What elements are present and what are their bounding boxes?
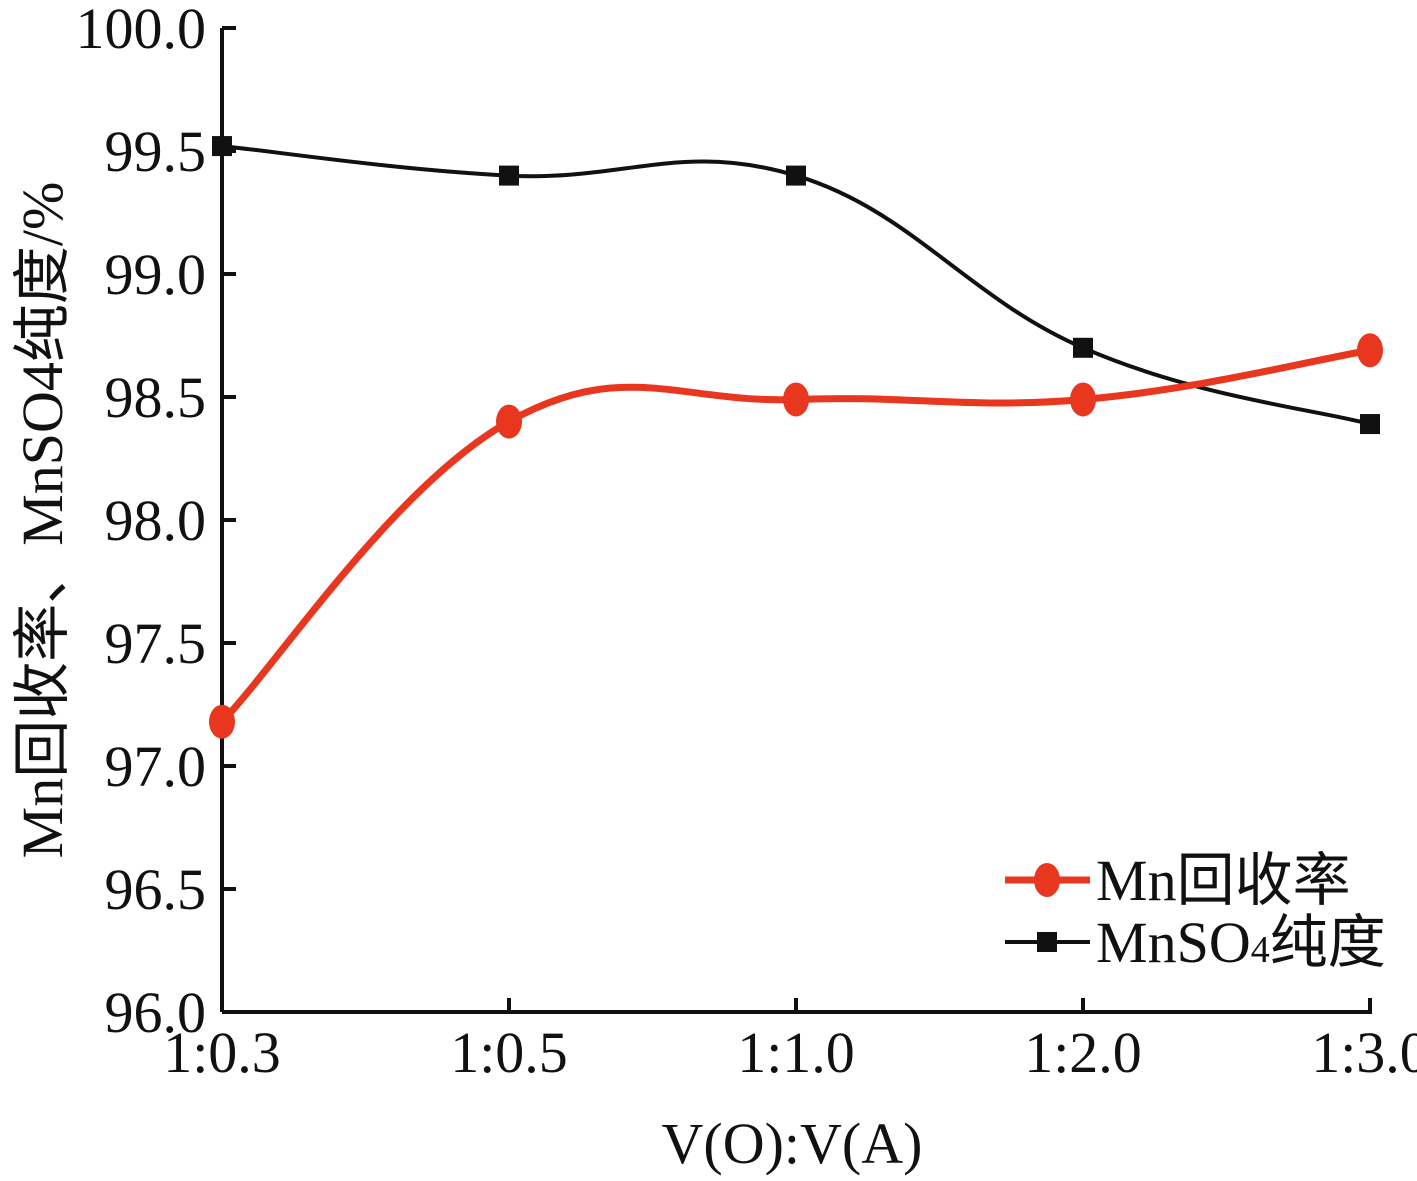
y-tick-label: 98.0: [105, 488, 207, 553]
legend-marker-purity: [1037, 932, 1057, 952]
legend-label-purity: MnSO4纯度: [1096, 910, 1386, 975]
purity-point: [1073, 337, 1093, 358]
recovery-point: [496, 404, 522, 439]
y-axis-title: Mn回收率、MnSO4纯度/%: [10, 182, 75, 859]
y-axis-title-text: Mn回收率、MnSO4纯度/%: [10, 182, 75, 859]
y-tick-label: 97.0: [105, 734, 207, 799]
x-tick-label: 1:0.3: [163, 1020, 281, 1085]
purity-point: [212, 136, 232, 157]
y-tick-label: 99.5: [105, 119, 207, 184]
y-axis-title-group: Mn回收率、MnSO4纯度/%: [10, 182, 75, 859]
y-tick-label: 100.0: [76, 0, 207, 61]
purity-point: [786, 165, 806, 186]
x-tick-label: 1:0.5: [450, 1020, 568, 1085]
x-axis-title: V(O):V(A): [662, 1111, 923, 1176]
purity-point: [499, 165, 519, 186]
y-tick-label: 99.0: [105, 242, 207, 307]
recovery-point: [1357, 333, 1383, 368]
series-layer: [209, 136, 1383, 739]
x-tick-label: 1:2.0: [1024, 1020, 1142, 1085]
legend: Mn回收率 MnSO4纯度: [1005, 848, 1386, 975]
x-axis-title-text: V(O):V(A): [662, 1111, 923, 1176]
legend-label-recovery: Mn回收率: [1096, 848, 1351, 913]
y-tick-label: 97.5: [105, 611, 207, 676]
y-tick-label: 98.5: [105, 365, 207, 430]
recovery-point: [783, 382, 809, 417]
y-axis-ticks: 96.0 96.5 97.0 97.5 98.0 98.5 99.0 99.5 100.0: [76, 0, 236, 1045]
y-tick-label: 96.0: [105, 980, 207, 1045]
legend-marker-recovery: [1034, 863, 1060, 897]
purity-point: [1360, 414, 1380, 435]
x-tick-label: 1:1.0: [737, 1020, 855, 1085]
x-tick-label: 1:3.0: [1311, 1020, 1417, 1085]
recovery-point: [209, 704, 235, 739]
recovery-point: [1070, 382, 1096, 417]
y-tick-label: 96.5: [105, 857, 207, 922]
x-axis-ticks: 1:0.3 1:0.5 1:1.0 1:2.0 1:3.0: [163, 998, 1417, 1085]
